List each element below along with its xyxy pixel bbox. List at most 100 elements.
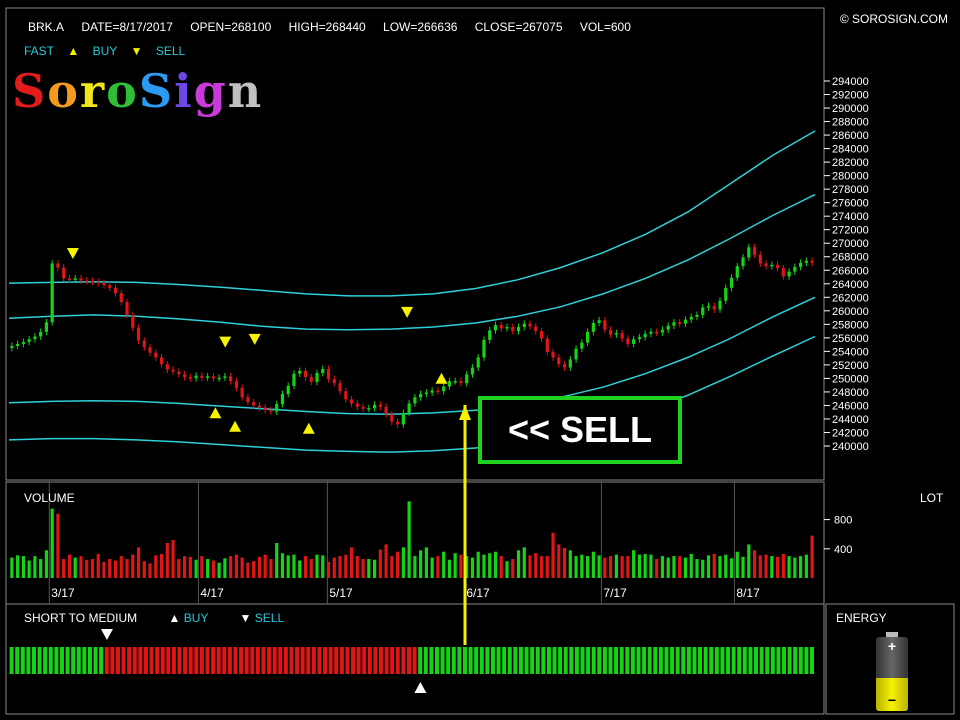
indicator-cell [714, 647, 719, 674]
indicator-cell [362, 647, 367, 674]
price-tick-label: 278000 [832, 184, 869, 196]
volume-bar [240, 557, 244, 578]
candle-body [718, 300, 722, 310]
candle-body [476, 357, 480, 368]
month-tick-label: 5/17 [329, 586, 353, 600]
indicator-cell [311, 647, 316, 674]
volume-bar [338, 556, 342, 578]
volume-bar [148, 563, 152, 578]
volume-bar [73, 557, 77, 578]
volume-bar [609, 556, 613, 578]
sell-signal-icon [248, 333, 261, 345]
indicator-cell [530, 647, 535, 674]
volume-bar [459, 554, 463, 578]
volume-bar [171, 540, 175, 578]
price-tick-label: 266000 [832, 265, 869, 277]
candle-body [482, 339, 486, 358]
indicator-cell [15, 647, 20, 674]
sell-signal-icon [401, 306, 414, 318]
candle-body [332, 379, 336, 384]
battery-plus-label: + [887, 638, 897, 654]
candle-body [810, 260, 814, 263]
volume-bar [557, 544, 561, 578]
sell-marker-arrow-icon [459, 405, 471, 420]
candle-body [419, 393, 423, 398]
candle-body [85, 280, 89, 282]
indicator-cell [43, 647, 48, 674]
candle-body [33, 336, 37, 340]
logo-letter: i [174, 64, 194, 118]
logo-letter: n [227, 64, 264, 118]
candle-body [499, 325, 503, 329]
indicator-cell [59, 647, 64, 674]
candle-body [355, 403, 359, 407]
candle-body [695, 314, 699, 317]
volume-bar [482, 554, 486, 578]
price-tick-label: 282000 [832, 157, 869, 169]
candle-body [384, 406, 388, 415]
volume-bar [712, 553, 716, 578]
candle-body [263, 407, 267, 411]
volume-bar [522, 547, 526, 578]
volume-bar [764, 554, 768, 578]
indicator-cell [692, 647, 697, 674]
volume-bar [85, 559, 89, 578]
volume-bar [695, 559, 699, 578]
indicator-cell [239, 647, 244, 674]
volume-bar [649, 554, 653, 578]
candle-body [516, 327, 521, 332]
candle-body [96, 281, 100, 284]
volume-bar [585, 556, 590, 578]
volume-bar [781, 553, 785, 578]
volume-bar [223, 558, 227, 578]
volume-bar [280, 553, 285, 578]
volume-bar [211, 560, 215, 578]
indicator-cell [82, 647, 87, 674]
indicator-cell [625, 647, 630, 674]
price-tick-label: 268000 [832, 252, 869, 264]
candle-body [372, 404, 377, 409]
indicator-cell [686, 647, 691, 674]
indicator-cell [502, 647, 507, 674]
candle-body [585, 331, 590, 343]
candle-body [269, 410, 273, 412]
month-tick-label: 6/17 [466, 586, 490, 600]
volume-bar [724, 554, 728, 578]
indicator-cell [496, 647, 501, 674]
indicator-cell [726, 647, 731, 674]
volume-bar [614, 554, 618, 578]
volume-bar [367, 559, 371, 578]
candle-body [545, 338, 549, 353]
buy-signal-icon [229, 420, 242, 432]
month-tick-label: 3/17 [51, 586, 75, 600]
price-tick-label: 270000 [832, 238, 869, 250]
candle-body [188, 377, 192, 379]
indicator-cell [563, 647, 568, 674]
volume-bar [125, 559, 129, 578]
indicator-cell [737, 647, 742, 674]
battery-minus-label: − [887, 692, 897, 708]
volume-bar [747, 544, 751, 578]
indicator-cell [272, 647, 277, 674]
price-panel-frame [5, 7, 825, 481]
candle-body [159, 357, 164, 365]
indicator-cell [535, 647, 540, 674]
indicator-cell [462, 647, 467, 674]
candle-body [217, 377, 221, 380]
volume-bar [33, 556, 37, 578]
band-lower-1 [8, 296, 816, 415]
indicator-buy-icon: ▲ [168, 611, 181, 625]
indicator-cell [810, 647, 814, 674]
indicator-cell [703, 647, 708, 674]
indicator-cell [132, 647, 137, 674]
indicator-cell [65, 647, 70, 674]
candle-body [747, 247, 751, 258]
volume-unit: LOT [920, 491, 944, 505]
volume-bar [413, 556, 417, 578]
indicator-cell [770, 647, 775, 674]
candle-body [701, 307, 705, 315]
volume-bar [562, 548, 567, 578]
volume-bar [113, 560, 118, 578]
indicator-cell [345, 647, 350, 674]
volume-bar [401, 547, 405, 578]
